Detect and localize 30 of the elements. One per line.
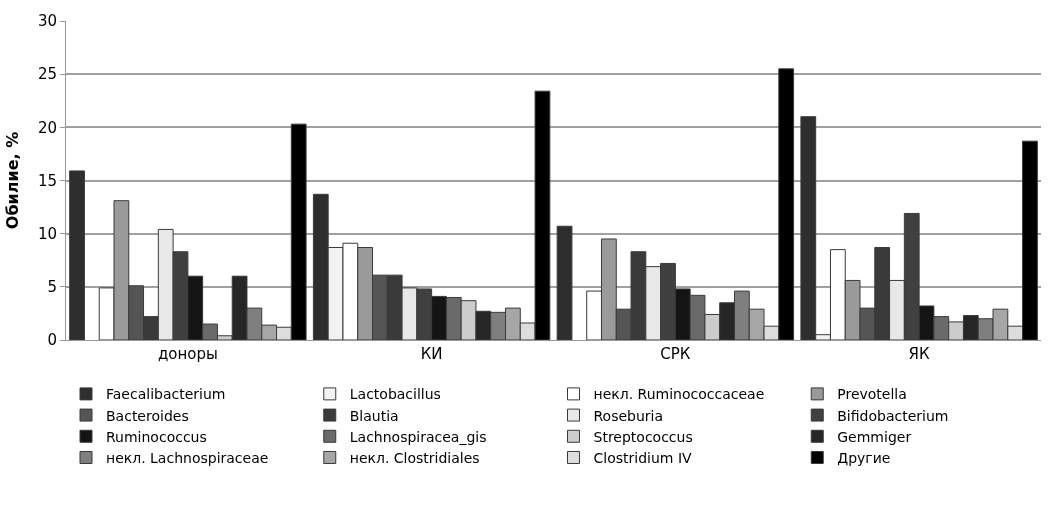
legend-label: некл. Lachnospiraceae [106, 449, 269, 466]
y-tick-label: 5 [47, 278, 57, 297]
legend-label: некл. Ruminococcaceae [593, 386, 765, 403]
x-tick-label: ЯК [908, 345, 931, 363]
y-tick-label: 30 [37, 12, 57, 31]
bar [69, 170, 85, 340]
legend-label: Bifidobacterium [837, 407, 949, 424]
y-axis-title: Обилие, % [2, 131, 22, 230]
legend-label: Gemmiger [837, 428, 912, 445]
legend-label: Faecalibacterium [106, 386, 226, 403]
legend-label: Clostridium IV [593, 449, 693, 466]
y-tick-label: 20 [37, 118, 57, 137]
bar [556, 225, 573, 340]
x-tick-label: СРК [660, 345, 691, 363]
legend-label: Roseburia [593, 407, 664, 424]
y-tick-label: 25 [37, 65, 57, 84]
legend-label: Prevotella [837, 386, 907, 403]
legend-label: Blautia [349, 407, 399, 424]
legend-label: Lachnospiracea_gis [349, 428, 487, 445]
y-tick-label: 0 [47, 331, 57, 350]
x-tick-label: КИ [420, 345, 443, 363]
legend-label: Ruminococcus [106, 428, 207, 445]
legend-label: Bacteroides [106, 407, 189, 424]
legend-label: Streptococcus [593, 428, 693, 445]
y-tick-label: 15 [37, 171, 57, 190]
legend-label: Lactobacillus [349, 386, 441, 403]
legend-label: некл. Clostridiales [349, 449, 480, 466]
x-tick-label: доноры [157, 345, 218, 363]
y-tick-label: 10 [37, 224, 57, 243]
legend-label: Другие [837, 449, 891, 466]
